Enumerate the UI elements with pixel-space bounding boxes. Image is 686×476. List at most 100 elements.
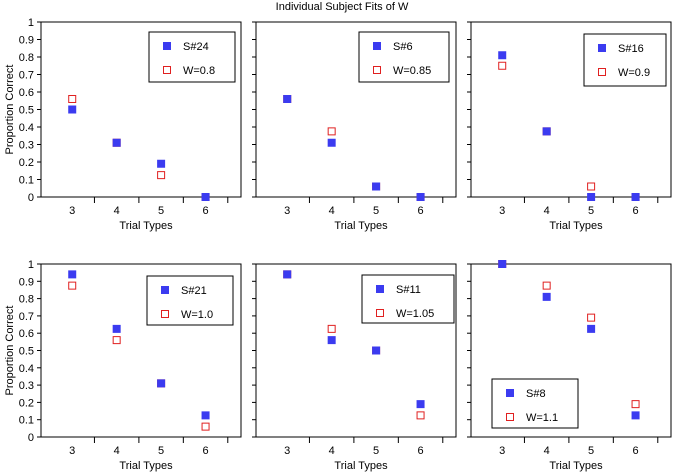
point-S8-3 — [587, 324, 596, 333]
y-tick-label: 0.5 — [19, 105, 34, 117]
point-S11-2 — [327, 336, 336, 345]
point-S8-1 — [498, 260, 507, 268]
legend: S#24 W=0.8 — [148, 31, 236, 83]
y-tick-label: 0.1 — [19, 175, 34, 187]
x-axis-label: Trial Types — [549, 460, 603, 472]
x-tick-label: 4 — [114, 445, 120, 457]
x-tick-label: 4 — [114, 205, 120, 217]
x-axis-label: Trial Types — [119, 220, 173, 232]
legend: S#8 W=1.1 — [491, 378, 579, 429]
x-tick-label: 5 — [373, 205, 379, 217]
legend: S#11 W=1.05 — [361, 274, 455, 324]
point-W1_0-2 — [112, 336, 121, 345]
x-tick-label: 6 — [632, 205, 638, 217]
panels: 0 0.1 0.2 0.3 0.4 0.5 0.6 0.7 0.8 0.9 1 3 4 5 6 Trial T… — [4, 17, 672, 472]
point-S6-1 — [283, 95, 292, 103]
legend-marker-observed — [163, 42, 171, 50]
legend-box — [361, 274, 455, 324]
x-tick-label: 6 — [202, 445, 208, 457]
panel-5: 3 4 5 6 Trial Types S#11 W=1.05 — [252, 263, 457, 472]
figure-title: Individual Subject Fits of W — [276, 1, 409, 13]
legend: S#21 W=1.0 — [146, 275, 234, 326]
point-W1_1-4 — [631, 400, 640, 409]
x-axis-label: Trial Types — [334, 460, 388, 472]
point-S6-4 — [416, 193, 425, 201]
point-W1_05-4 — [416, 411, 425, 420]
y-tick-label: 0 — [28, 192, 34, 204]
point-S16-4 — [631, 193, 640, 201]
panel-3: 3 4 5 6 Trial Types S#16 W=0.9 — [467, 21, 672, 232]
point-S6-2 — [327, 138, 336, 147]
x-tick-label: 6 — [417, 205, 423, 217]
legend-label: S#16 — [618, 43, 644, 55]
legend-label: W=0.8 — [183, 65, 215, 77]
point-S21-4 — [201, 411, 210, 420]
panel-2: 3 4 5 6 Trial Types S#6 W=0.85 — [252, 21, 457, 232]
legend-label: W=0.85 — [393, 65, 431, 77]
y-tick-label: 0.4 — [19, 122, 34, 134]
x-tick-label: 6 — [632, 445, 638, 457]
y-tick-label: 0.2 — [19, 157, 34, 169]
x-tick-label: 4 — [544, 205, 550, 217]
legend-label: W=0.9 — [618, 67, 650, 79]
y-tick-label: 0.7 — [19, 311, 34, 323]
x-tick-label: 3 — [284, 445, 290, 457]
x-tick-label: 3 — [284, 205, 290, 217]
y-tick-label: 0.3 — [19, 140, 34, 152]
legend-label: W=1.05 — [396, 308, 434, 320]
y-tick-label: 0.2 — [19, 397, 34, 409]
panel-6: 3 4 5 6 Trial Types S#8 W=1.1 — [467, 260, 672, 472]
y-tick-label: 0.1 — [19, 415, 34, 427]
panel-1: 0 0.1 0.2 0.3 0.4 0.5 0.6 0.7 0.8 0.9 1 3 4 5 6 Trial T… — [4, 17, 242, 232]
y-tick-label: 0.8 — [19, 52, 34, 64]
legend: S#6 W=0.85 — [358, 31, 450, 83]
x-axis-label: Trial Types — [119, 460, 173, 472]
point-S16-3 — [587, 193, 596, 201]
legend: S#16 W=0.9 — [583, 33, 667, 87]
y-axis-label: Proportion Correct — [4, 65, 16, 155]
legend-marker-fit — [161, 310, 169, 318]
y-tick-label: 0.9 — [19, 276, 34, 288]
legend-marker-fit — [598, 68, 606, 76]
point-S24-4 — [201, 193, 210, 201]
legend-box — [583, 33, 667, 87]
legend-marker-observed — [373, 42, 381, 50]
x-tick-label: 3 — [69, 205, 75, 217]
y-tick-label: 0.9 — [19, 35, 34, 47]
x-tick-label: 5 — [588, 205, 594, 217]
point-W0_9-3 — [587, 182, 596, 191]
panel-4: 0 0.1 0.2 0.3 0.4 0.5 0.6 0.7 0.8 0.9 1 3 4 5 6 Trial T… — [4, 259, 242, 472]
x-tick-label: 4 — [329, 205, 335, 217]
point-S8-2 — [542, 292, 551, 301]
x-tick-label: 5 — [158, 445, 164, 457]
legend-marker-observed — [598, 44, 606, 52]
x-tick-label: 5 — [588, 445, 594, 457]
point-S21-3 — [157, 379, 166, 388]
point-W1_0-4 — [201, 422, 210, 431]
legend-marker-fit — [376, 309, 384, 317]
y-tick-label: 0.6 — [19, 328, 34, 340]
x-tick-label: 6 — [202, 205, 208, 217]
y-tick-label: 1 — [28, 17, 34, 29]
point-W1_1-2 — [542, 281, 551, 290]
point-S21-2 — [112, 324, 121, 333]
point-W1_05-2 — [327, 324, 336, 333]
legend-label: W=1.0 — [181, 309, 213, 321]
legend-label: S#6 — [393, 41, 413, 53]
x-axis-label: Trial Types — [549, 220, 603, 232]
legend-marker-fit — [163, 66, 171, 74]
x-tick-label: 3 — [499, 205, 505, 217]
x-axis-label: Trial Types — [334, 220, 388, 232]
x-tick-label: 3 — [69, 445, 75, 457]
point-S11-3 — [372, 346, 381, 355]
x-tick-label: 4 — [329, 445, 335, 457]
x-tick-label: 6 — [417, 445, 423, 457]
legend-marker-observed — [161, 286, 169, 294]
point-S21-1 — [68, 270, 77, 279]
y-tick-label: 0.3 — [19, 380, 34, 392]
point-W1_0-1 — [68, 281, 77, 290]
x-tick-label: 5 — [158, 205, 164, 217]
y-tick-label: 1 — [28, 259, 34, 271]
point-W0_9-1 — [498, 61, 507, 70]
y-tick-label: 0 — [28, 432, 34, 444]
